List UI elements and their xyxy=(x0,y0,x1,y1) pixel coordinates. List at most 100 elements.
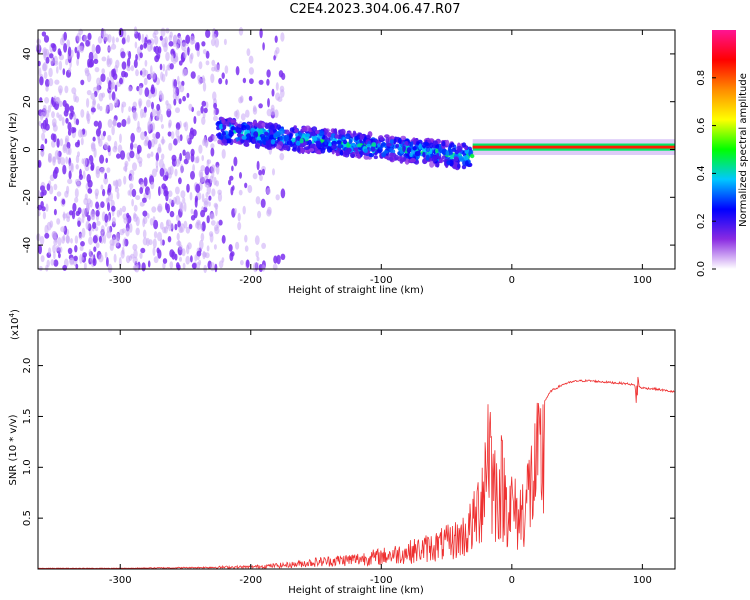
heatmap-cell xyxy=(190,39,196,45)
heatmap-cell xyxy=(253,131,259,138)
heatmap-cell xyxy=(266,187,271,195)
heatmap-cell xyxy=(370,146,376,152)
heatmap-cell xyxy=(273,55,276,61)
heatmap-cell xyxy=(424,141,429,146)
heatmap-cell xyxy=(213,244,217,250)
heatmap-cell xyxy=(298,132,303,137)
heatmap-cell xyxy=(238,27,244,36)
heatmap-cell xyxy=(214,203,219,210)
heatmap-cell xyxy=(133,249,138,259)
heatmap-cell xyxy=(39,235,45,245)
heatmap-cell xyxy=(142,197,147,203)
heatmap-cell xyxy=(106,167,111,173)
heatmap-cell xyxy=(54,150,60,160)
heatmap-cell xyxy=(40,185,45,192)
colorbar-tick-label: 0.4 xyxy=(696,165,707,181)
heatmap-cell xyxy=(74,46,78,54)
heatmap-cell xyxy=(56,218,61,225)
heatmap-cell xyxy=(104,172,108,180)
heatmap-cell xyxy=(280,253,286,260)
heatmap-cell xyxy=(120,249,125,259)
heatmap-cell xyxy=(240,113,246,121)
heatmap-cell xyxy=(177,35,182,44)
heatmap-cell xyxy=(459,157,465,162)
heatmap-cell xyxy=(163,42,168,53)
heatmap-cell xyxy=(331,144,337,150)
heatmap-cell xyxy=(57,85,63,94)
heatmap-cell xyxy=(77,178,81,186)
heatmap-cell xyxy=(277,96,283,102)
heatmap-cell xyxy=(205,182,210,189)
heatmap-cell xyxy=(457,163,461,169)
heatmap-cell xyxy=(308,148,315,152)
heatmap-cell xyxy=(45,203,49,212)
heatmap-cell xyxy=(383,155,390,160)
heatmap-cell xyxy=(340,128,346,135)
heatmap-cell xyxy=(139,201,145,207)
heatmap-cell xyxy=(228,129,232,136)
heatmap-cell xyxy=(168,224,172,232)
heatmap-cell xyxy=(108,191,113,202)
heatmap-cell xyxy=(253,262,258,273)
spectrogram-heatmap xyxy=(35,26,675,274)
heatmap-cell xyxy=(346,142,351,148)
y-tick-label: -40 xyxy=(22,237,33,253)
heatmap-cell xyxy=(121,205,127,213)
heatmap-cell xyxy=(242,77,247,84)
heatmap-cell xyxy=(168,190,173,197)
heatmap-cell xyxy=(63,43,68,53)
heatmap-cell xyxy=(175,122,181,131)
heatmap-cell xyxy=(159,221,164,230)
heatmap-cell xyxy=(210,164,216,174)
heatmap-cell xyxy=(82,157,88,167)
heatmap-cell xyxy=(359,133,365,140)
heatmap-cell xyxy=(425,146,431,153)
heatmap-cell xyxy=(114,97,119,107)
heatmap-cell xyxy=(82,252,87,258)
heatmap-cell xyxy=(113,253,117,263)
heatmap-cell xyxy=(373,155,378,160)
heatmap-cell xyxy=(165,27,170,34)
heatmap-cell xyxy=(92,98,97,106)
heatmap-cell xyxy=(202,82,207,92)
heatmap-cell xyxy=(99,105,103,112)
heatmap-cell xyxy=(201,155,204,162)
heatmap-cell xyxy=(160,238,163,246)
heatmap-cell xyxy=(269,124,275,130)
heatmap-cell xyxy=(235,241,240,250)
heatmap-cell xyxy=(95,128,101,137)
heatmap-cell xyxy=(175,128,180,138)
heatmap-cell xyxy=(304,133,311,138)
heatmap-cell xyxy=(178,226,183,234)
heatmap-cell xyxy=(107,46,112,52)
heatmap-cell xyxy=(201,193,205,203)
heatmap-cell xyxy=(190,148,195,156)
heatmap-cell xyxy=(155,131,161,139)
heatmap-cell xyxy=(272,168,275,176)
heatmap-cell xyxy=(110,82,115,90)
heatmap-cell xyxy=(151,71,156,80)
heatmap-cell xyxy=(126,34,130,43)
heatmap-cell xyxy=(233,138,237,144)
heatmap-cell xyxy=(45,85,49,92)
heatmap-cell xyxy=(106,230,112,239)
colorbar-tick-label: 0.0 xyxy=(696,261,707,277)
heatmap-cell xyxy=(159,35,163,41)
heatmap-cell xyxy=(92,257,97,267)
heatmap-cell xyxy=(86,98,90,108)
y-tick-label: 20 xyxy=(22,95,33,108)
heatmap-cell xyxy=(223,38,227,46)
heatmap-cell xyxy=(132,101,137,109)
heatmap-cell xyxy=(450,142,455,148)
heatmap-cell xyxy=(95,192,98,200)
heatmap-cell xyxy=(120,51,126,59)
heatmap-cell xyxy=(158,186,161,197)
heatmap-cell xyxy=(107,134,112,142)
heatmap-cell xyxy=(53,195,57,202)
heatmap-cell xyxy=(179,256,182,262)
heatmap-cell xyxy=(213,108,217,116)
heatmap-cell xyxy=(399,158,404,164)
heatmap-cell xyxy=(214,263,218,273)
heatmap-cell xyxy=(267,98,270,108)
heatmap-cell xyxy=(163,185,168,194)
